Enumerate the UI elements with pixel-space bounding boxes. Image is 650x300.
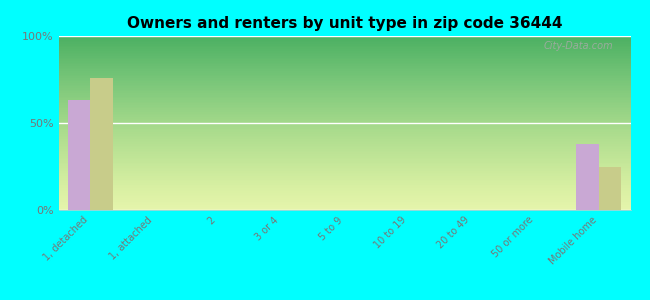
Bar (90, 78, 112, 210)
Text: City-Data.com: City-Data.com (543, 41, 614, 51)
Title: Owners and renters by unit type in zip code 36444: Owners and renters by unit type in zip c… (127, 16, 562, 31)
Bar (577, 144, 599, 210)
Bar (599, 167, 621, 210)
Bar (68, 100, 90, 210)
